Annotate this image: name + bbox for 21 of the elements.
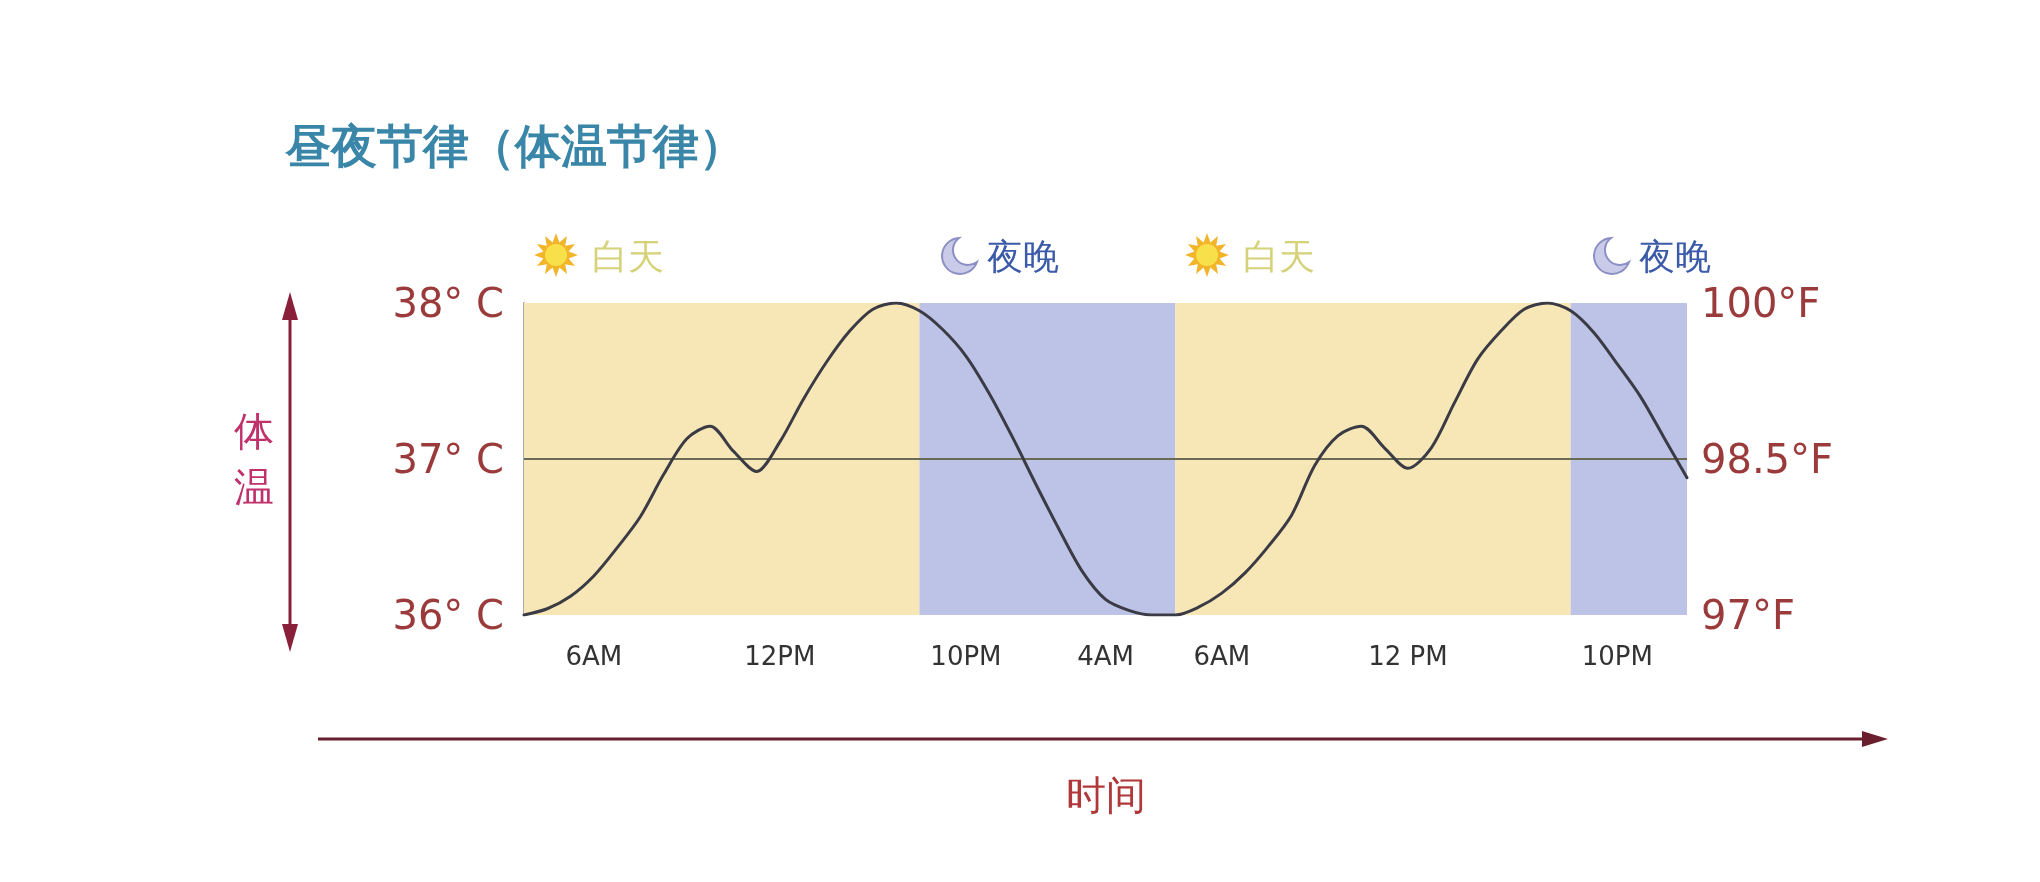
x-tick-label: 10PM <box>1581 641 1653 671</box>
x-tick-label: 10PM <box>930 641 1002 671</box>
y2-tick-label: 98.5°F <box>1701 436 1834 482</box>
y-axis-title: 体温 <box>234 408 274 510</box>
y2-tick-label: 97°F <box>1701 592 1795 638</box>
x-tick-label: 4AM <box>1077 641 1134 671</box>
chart-title: 昼夜节律（体温节律） <box>284 119 745 173</box>
text: 夜晚 <box>987 235 1060 277</box>
x-tick-label: 12 PM <box>1368 641 1448 671</box>
y2-tick-label: 100°F <box>1701 280 1821 326</box>
y-tick-label: 38° C <box>392 280 504 326</box>
x-tick-label: 12PM <box>744 641 816 671</box>
y-tick-label: 36° C <box>392 592 504 638</box>
y-tick-label: 37° C <box>392 436 504 482</box>
text: 夜晚 <box>1638 235 1711 277</box>
text: 白天 <box>592 235 664 277</box>
text: 白天 <box>1243 235 1316 277</box>
line-series <box>522 301 1689 617</box>
x-axis-title: 时间 <box>1065 772 1146 818</box>
x-tick-label: 6AM <box>565 641 623 671</box>
x-tick-label: 6AM <box>1193 641 1251 671</box>
